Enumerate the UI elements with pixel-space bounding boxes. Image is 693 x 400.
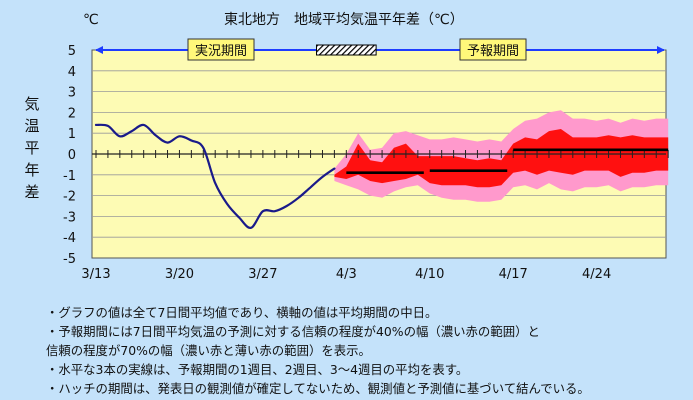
note-line: ・グラフの値は全て7日間平均値であり、横軸の値は平均期間の中日。 bbox=[46, 305, 438, 320]
y-axis-label: 気 温 平 年 差 bbox=[24, 95, 39, 201]
x-tick-label: 4/17 bbox=[499, 267, 528, 282]
x-tick-label: 4/24 bbox=[582, 267, 611, 282]
y-tick-labels: 5 4 3 2 1 0 -1 -2 -3 -4 -5 bbox=[63, 44, 76, 267]
y-tick-label: -3 bbox=[63, 210, 76, 225]
y-tick-label: 4 bbox=[68, 65, 76, 80]
observed-series-line bbox=[94, 123, 336, 229]
y-tick-label: 3 bbox=[68, 86, 76, 101]
period-indicators: 実況期間 予報期間 bbox=[95, 38, 665, 61]
unit-label: ℃ bbox=[83, 12, 99, 28]
note-line: ・ハッチの期間は、発表日の観測値が確定してないため、観測値と予測値に基づいて結ん… bbox=[46, 381, 590, 396]
y-tick-label: -1 bbox=[63, 169, 76, 184]
forecast-period-label-box bbox=[459, 38, 527, 61]
y-tick-label: 2 bbox=[68, 106, 76, 121]
chart: ℃ 東北地方 地域平均気温平年差（℃） 気 温 平 年 差 5 4 3 2 1 0 -1 -2… bbox=[24, 12, 669, 282]
hatch-period-box bbox=[316, 44, 377, 56]
y-tick-label: 0 bbox=[68, 148, 76, 163]
y-tick-label: -2 bbox=[63, 190, 76, 205]
x-tick-label: 4/10 bbox=[415, 267, 444, 282]
y-tick-label: 1 bbox=[68, 127, 76, 142]
note-line: ・水平な3本の実線は、予報期間の1週目、2週目、3～4週目の平均を表す。 bbox=[46, 362, 469, 377]
x-tick-label: 3/27 bbox=[248, 267, 277, 282]
x-tick-label: 3/20 bbox=[165, 267, 194, 282]
y-label-char: 年 bbox=[24, 161, 39, 179]
y-label-char: 平 bbox=[24, 139, 39, 157]
y-label-char: 温 bbox=[24, 117, 39, 135]
week-mean-lines bbox=[346, 148, 669, 175]
y-label-char: 差 bbox=[24, 183, 39, 201]
y-label-char: 気 bbox=[24, 95, 39, 113]
y-tick-label: -4 bbox=[63, 231, 76, 246]
notes: ・グラフの値は全て7日間平均値であり、横軸の値は平均期間の中日。 ・予報期間には… bbox=[46, 303, 686, 398]
observed-period-label-box bbox=[187, 38, 255, 61]
y-tick-label: 5 bbox=[68, 44, 76, 59]
note-line: 信頼の程度が70%の幅（濃い赤と薄い赤の範囲）を表示。 bbox=[46, 343, 371, 358]
observed-period-label: 実況期間 bbox=[195, 43, 247, 59]
x-tick-label: 4/3 bbox=[336, 267, 357, 282]
y-tick-label: -5 bbox=[63, 252, 76, 267]
x-tick-label: 3/13 bbox=[81, 267, 110, 282]
note-line: ・予報期間には7日間平均気温の予測に対する信頼の程度が40%の幅（濃い赤の範囲）… bbox=[46, 324, 540, 339]
x-axis-day-ticks bbox=[95, 150, 669, 158]
x-tick-labels: 3/13 3/20 3/27 4/3 4/10 4/17 4/24 bbox=[81, 267, 611, 282]
chart-title: 東北地方 地域平均気温平年差（℃） bbox=[224, 12, 464, 28]
forecast-period-label: 予報期間 bbox=[467, 44, 519, 59]
